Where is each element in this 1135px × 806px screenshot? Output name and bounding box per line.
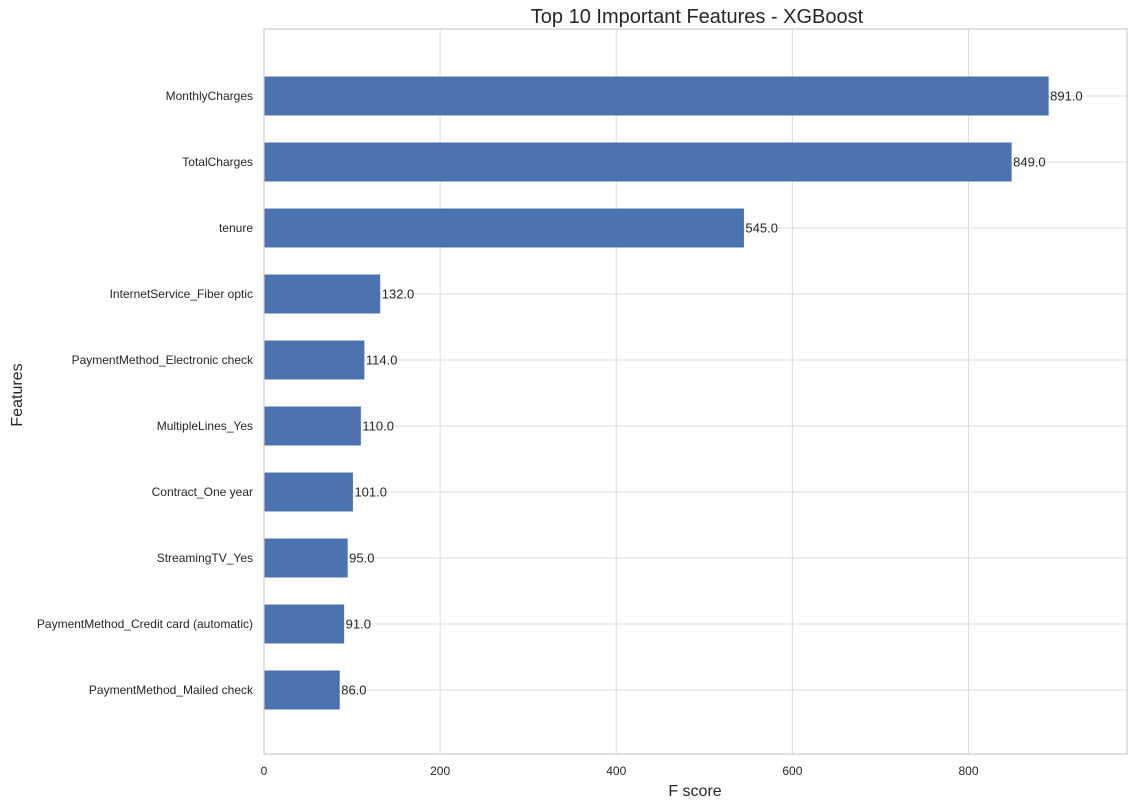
bar-value-label: 95.0 [349,551,374,566]
x-tick-label: 0 [261,764,268,778]
x-tick-label: 400 [606,764,626,778]
bar [264,340,365,380]
y-tick-label: tenure [219,221,253,235]
y-tick-labels: MonthlyCharges TotalCharges tenure Internet… [37,89,254,697]
bar [264,142,1012,182]
bar [264,274,381,314]
plot-frame [263,28,1128,755]
bar-value-label: 849.0 [1013,155,1046,170]
y-tick-label: InternetService_Fiber optic [110,287,253,301]
x-axis-label: F score [668,783,721,800]
bar [264,208,744,248]
bar [264,604,345,644]
chart-title: Top 10 Important Features - XGBoost [531,6,864,28]
y-tick-label: Contract_One year [152,485,253,499]
bar [264,76,1049,116]
x-tick-label: 200 [430,764,450,778]
bars [264,76,1049,710]
y-tick-label: PaymentMethod_Electronic check [72,353,254,367]
x-tick-labels: 0 200 400 600 800 [261,764,979,778]
grid [263,29,1127,754]
y-axis-label: Features [9,363,26,426]
bar-value-label: 132.0 [382,287,415,302]
bar-value-label: 101.0 [354,485,387,500]
y-tick-label: PaymentMethod_Credit card (automatic) [37,617,253,631]
bar-value-label: 891.0 [1050,89,1083,104]
bar-value-label: 86.0 [341,683,366,698]
bar-value-label: 110.0 [362,419,394,434]
bar [264,406,361,446]
data-labels: 891.0 849.0 545.0 132.0 114.0 110.0 101.0 95.0 9… [341,89,1082,698]
y-tick-label: PaymentMethod_Mailed check [89,683,254,697]
x-tick-label: 600 [782,764,802,778]
y-tick-label: TotalCharges [182,155,253,169]
x-tick-label: 800 [958,764,978,778]
bar-value-label: 545.0 [745,221,778,236]
bar [264,670,340,710]
bar-value-label: 91.0 [346,617,371,632]
y-tick-label: MultipleLines_Yes [157,419,253,433]
y-tick-label: MonthlyCharges [166,89,253,103]
y-tick-label: StreamingTV_Yes [157,551,253,565]
bar-value-label: 114.0 [366,353,398,368]
bar [264,538,348,578]
bar [264,472,353,512]
